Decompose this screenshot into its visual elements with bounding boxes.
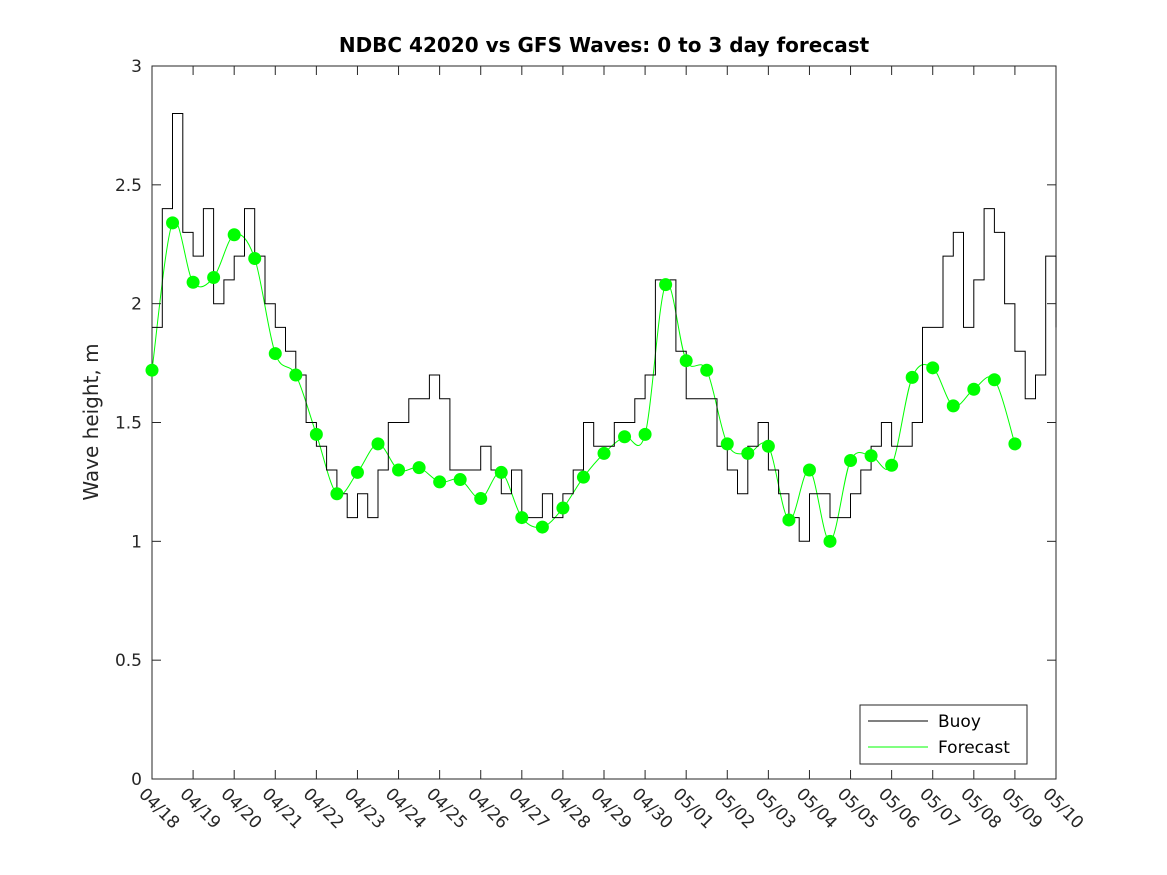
forecast-marker <box>207 271 221 285</box>
forecast-marker <box>330 487 344 501</box>
forecast-marker <box>1008 437 1022 451</box>
forecast-marker <box>474 492 488 506</box>
forecast-marker <box>515 511 529 525</box>
forecast-marker <box>946 399 960 413</box>
legend: Buoy Forecast <box>859 704 1028 765</box>
forecast-marker <box>186 275 200 289</box>
forecast-marker <box>494 465 508 479</box>
y-tick-label: 0 <box>131 770 142 790</box>
forecast-marker <box>823 534 837 548</box>
forecast-marker <box>453 473 467 487</box>
forecast-marker <box>535 520 549 534</box>
forecast-marker <box>371 437 385 451</box>
forecast-marker <box>905 370 919 384</box>
forecast-marker <box>926 361 940 375</box>
forecast-marker <box>412 461 426 475</box>
forecast-marker <box>885 458 899 472</box>
y-axis: 0 0.5 1 1.5 2 2.5 3 <box>115 57 1056 790</box>
y-tick-label: 1.5 <box>115 414 142 434</box>
forecast-marker <box>987 373 1001 387</box>
y-tick-label: 3 <box>131 57 142 77</box>
forecast-marker <box>700 363 714 377</box>
forecast-marker <box>967 382 981 396</box>
forecast-marker <box>638 427 652 441</box>
forecast-marker <box>576 470 590 484</box>
forecast-marker <box>597 446 611 460</box>
forecast-marker <box>720 437 734 451</box>
forecast-marker <box>392 463 406 477</box>
y-tick-label: 0.5 <box>115 651 142 671</box>
forecast-marker <box>659 278 673 292</box>
buoy-line-group <box>152 113 1057 542</box>
y-tick-label: 2.5 <box>115 176 142 196</box>
forecast-marker <box>248 252 262 266</box>
forecast-marker <box>864 449 878 463</box>
forecast-marker <box>166 216 180 230</box>
y-tick-label: 1 <box>131 532 142 552</box>
legend-forecast-label: Forecast <box>938 738 1010 758</box>
forecast-marker <box>618 430 632 444</box>
forecast-marker <box>145 363 159 377</box>
plot-area <box>151 65 1057 780</box>
forecast-marker <box>844 454 858 468</box>
forecast-marker <box>227 228 241 242</box>
forecast-marker <box>289 368 303 382</box>
forecast-marker <box>350 465 364 479</box>
buoy-series-line <box>152 113 1057 542</box>
forecast-marker <box>761 439 775 453</box>
forecast-marker <box>802 463 816 477</box>
legend-buoy-label: Buoy <box>938 712 981 732</box>
forecast-marker <box>556 501 570 515</box>
chart-title: NDBC 42020 vs GFS Waves: 0 to 3 day fore… <box>339 33 870 57</box>
forecast-marker <box>679 354 693 368</box>
forecast-marker <box>268 347 282 361</box>
y-tick-label: 2 <box>131 295 142 315</box>
y-axis-label: Wave height, m <box>79 343 103 500</box>
forecast-marker <box>433 475 447 489</box>
forecast-marker <box>782 513 796 527</box>
legend-box <box>859 704 1028 765</box>
forecast-marker <box>309 427 323 441</box>
forecast-marker <box>741 446 755 460</box>
forecast-markers <box>145 216 1022 548</box>
